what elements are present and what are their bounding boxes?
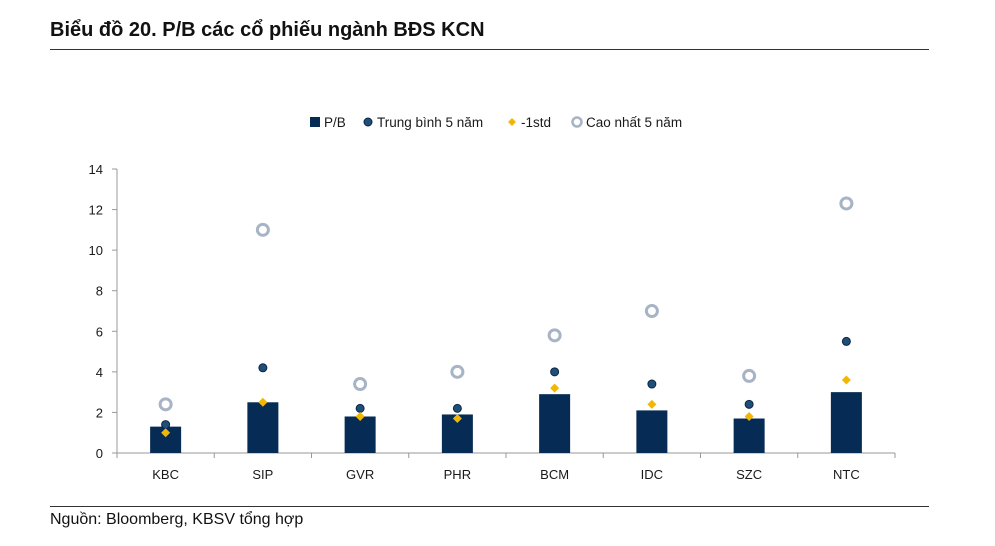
y-tick-label: 8 bbox=[96, 284, 103, 299]
marker-avg-5y bbox=[550, 367, 560, 377]
marker-max-5y bbox=[644, 304, 659, 318]
marker-avg-5y bbox=[647, 379, 657, 389]
x-tick-label: BCM bbox=[540, 467, 569, 482]
marker-avg-5y bbox=[841, 336, 851, 346]
bar-pb bbox=[539, 394, 571, 453]
y-tick-label: 2 bbox=[96, 405, 103, 420]
marker-minus-1std bbox=[355, 411, 365, 421]
marker-max-5y bbox=[353, 377, 368, 392]
y-axis: 0 2 4 6 8 10 12 14 bbox=[89, 162, 118, 461]
bar-pb bbox=[636, 410, 668, 453]
legend-label: -1std bbox=[521, 115, 551, 130]
marker-avg-5y bbox=[355, 403, 365, 413]
marker-series bbox=[158, 196, 854, 438]
marker-avg-5y bbox=[452, 403, 462, 413]
x-axis: KBC SIP GVR PHR BCM IDC SZC NTC bbox=[116, 452, 896, 482]
y-tick-label: 0 bbox=[96, 446, 103, 461]
legend-label: Cao nhất 5 năm bbox=[586, 115, 682, 130]
marker-avg-5y bbox=[744, 399, 754, 409]
marker-max-5y bbox=[547, 328, 562, 343]
bar-pb bbox=[830, 392, 862, 453]
x-tick-label: SIP bbox=[252, 467, 273, 482]
marker-minus-1std bbox=[647, 399, 657, 409]
legend-swatch-max bbox=[571, 116, 583, 128]
y-tick-label: 14 bbox=[89, 162, 103, 177]
marker-minus-1std bbox=[258, 397, 268, 407]
x-tick-label: GVR bbox=[346, 467, 374, 482]
marker-avg-5y bbox=[161, 420, 171, 430]
legend-swatch-pb bbox=[310, 117, 320, 127]
x-tick-label: KBC bbox=[152, 467, 179, 482]
legend: P/B Trung bình 5 năm -1std Cao nhất 5 năm bbox=[310, 115, 682, 130]
legend-swatch-std bbox=[508, 118, 516, 126]
title-divider bbox=[50, 49, 929, 50]
marker-minus-1std bbox=[452, 414, 462, 424]
marker-minus-1std bbox=[744, 411, 754, 421]
bar-pb bbox=[247, 402, 279, 453]
y-tick-label: 6 bbox=[96, 324, 103, 339]
marker-avg-5y bbox=[258, 363, 268, 373]
source-divider bbox=[50, 506, 929, 507]
marker-max-5y bbox=[255, 222, 270, 237]
legend-swatch-avg bbox=[363, 117, 373, 127]
y-tick-label: 10 bbox=[89, 243, 103, 258]
x-tick-label: IDC bbox=[641, 467, 663, 482]
marker-minus-1std bbox=[161, 428, 171, 438]
y-tick-label: 12 bbox=[89, 203, 103, 218]
legend-label: Trung bình 5 năm bbox=[377, 115, 483, 130]
bar-pb bbox=[344, 416, 376, 453]
marker-max-5y bbox=[450, 364, 465, 379]
bar-series bbox=[150, 392, 862, 453]
chart-title: Biểu đồ 20. P/B các cổ phiếu ngành BĐS K… bbox=[50, 19, 485, 41]
x-tick-label: SZC bbox=[736, 467, 762, 482]
marker-max-5y bbox=[742, 368, 757, 383]
source-note: Nguồn: Bloomberg, KBSV tổng hợp bbox=[50, 511, 304, 528]
legend-label: P/B bbox=[324, 115, 346, 130]
bar-pb bbox=[733, 418, 765, 453]
marker-max-5y bbox=[839, 196, 854, 211]
x-tick-label: NTC bbox=[833, 467, 860, 482]
x-tick-label: PHR bbox=[444, 467, 471, 482]
marker-minus-1std bbox=[841, 375, 851, 385]
marker-max-5y bbox=[158, 397, 173, 412]
marker-minus-1std bbox=[550, 383, 560, 393]
y-tick-label: 4 bbox=[96, 365, 103, 380]
